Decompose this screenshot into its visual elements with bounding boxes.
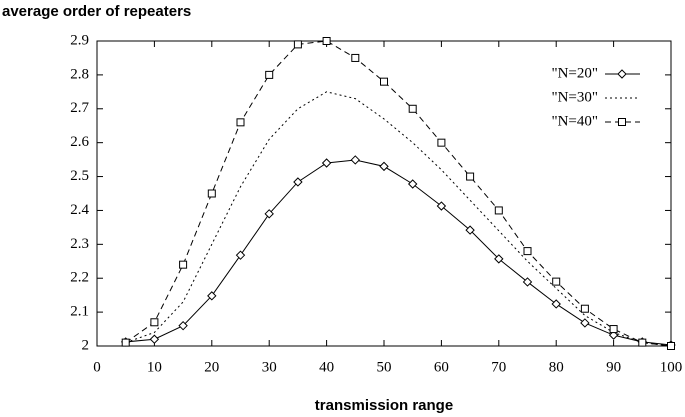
- x-tick-label: 60: [434, 359, 449, 375]
- y-tick-label: 2.9: [70, 32, 89, 48]
- data-point: [379, 161, 389, 172]
- x-tick-label: 10: [147, 359, 162, 375]
- legend-label: "N=40": [551, 113, 598, 129]
- x-axis-label: transmission range: [315, 397, 453, 414]
- y-tick-label: 2.5: [70, 168, 89, 184]
- data-point: [321, 158, 332, 168]
- data-point: [351, 53, 360, 62]
- x-tick-label: 50: [377, 359, 392, 375]
- data-point: [293, 177, 303, 187]
- data-point: [551, 299, 561, 309]
- data-point: [638, 338, 647, 347]
- data-point: [494, 206, 503, 215]
- series-line: [125, 159, 672, 346]
- data-point: [293, 40, 302, 49]
- data-point: [235, 250, 246, 260]
- data-point: [552, 277, 561, 286]
- data-point: [350, 155, 361, 165]
- data-point: [380, 77, 388, 86]
- data-point: [523, 247, 532, 256]
- x-tick-label: 90: [606, 359, 621, 375]
- y-tick-label: 2: [82, 337, 90, 353]
- x-tick-label: 100: [660, 359, 683, 375]
- data-point: [609, 325, 618, 334]
- legend-marker: [617, 69, 627, 79]
- y-tick-label: 2.6: [70, 134, 89, 150]
- data-point: [408, 104, 417, 113]
- y-tick-label: 2.4: [70, 202, 89, 218]
- y-tick-label: 2.3: [70, 236, 89, 252]
- data-point: [207, 189, 216, 198]
- y-tick-label: 2.8: [70, 66, 89, 82]
- data-point: [407, 179, 418, 189]
- x-tick-label: 30: [262, 359, 277, 375]
- x-tick-label: 80: [549, 359, 564, 375]
- data-point: [667, 342, 675, 350]
- data-point: [121, 338, 130, 347]
- data-point: [465, 225, 475, 235]
- legend-label: "N=20": [551, 65, 598, 81]
- data-point: [207, 291, 217, 301]
- data-point: [522, 277, 533, 287]
- legend-marker: [618, 118, 626, 126]
- x-tick-label: 40: [319, 359, 334, 375]
- data-point: [150, 318, 159, 327]
- data-point: [264, 209, 274, 219]
- data-point: [436, 201, 447, 211]
- x-tick-label: 20: [204, 359, 219, 375]
- data-point: [265, 70, 274, 79]
- data-point: [236, 118, 245, 127]
- plot-frame: [96, 40, 672, 347]
- data-point: [608, 330, 619, 340]
- data-point: [494, 254, 504, 264]
- data-point: [437, 138, 446, 147]
- chart-title: average order of repeaters: [2, 3, 191, 20]
- data-point: [580, 318, 590, 328]
- y-tick-label: 2.2: [70, 270, 89, 286]
- x-tick-label: 0: [93, 359, 101, 375]
- series-line: [125, 91, 672, 347]
- data-point: [580, 304, 589, 313]
- data-point: [178, 320, 188, 331]
- y-tick-label: 2.7: [70, 100, 89, 116]
- legend-label: "N=30": [551, 89, 598, 105]
- x-tick-label: 70: [491, 359, 506, 375]
- y-tick-label: 2.1: [70, 304, 89, 320]
- data-point: [149, 334, 160, 344]
- data-point: [322, 37, 331, 45]
- data-point: [179, 260, 188, 269]
- data-point: [466, 172, 475, 181]
